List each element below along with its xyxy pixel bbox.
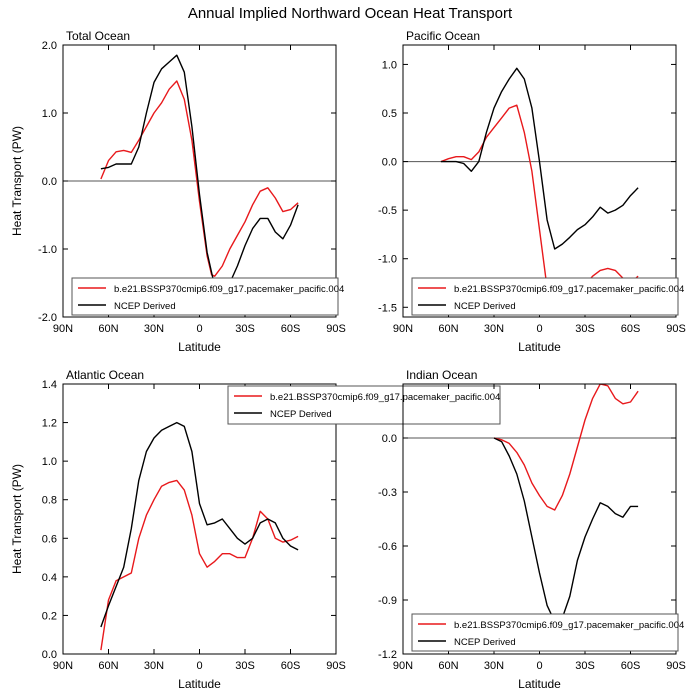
y-tick-label: -1.2 — [378, 649, 397, 661]
chart-panel-3: Atlantic Ocean 0.0 0.2 0.4 0.6 0.8 1.0 1.2 1.4 90… — [10, 368, 501, 691]
x-tick-label: 90N — [393, 323, 413, 335]
y-tick-label: 0.6 — [42, 533, 57, 545]
y-tick-label: -0.5 — [378, 205, 397, 217]
legend-box — [411, 613, 679, 652]
y-tick-label: 1.2 — [42, 418, 57, 430]
legend-entry: NCEP Derived — [454, 301, 516, 312]
y-tick-label: 0.4 — [42, 572, 57, 584]
chart-panel-4: Indian Ocean -1.2 -0.9 -0.6 -0.3 0.0 90N 60N 30N… — [378, 368, 686, 691]
plot-frame — [402, 44, 677, 318]
x-tick-label: 30N — [484, 323, 504, 335]
legend-entry: b.e21.BSSP370cmip6.f09_g17.pacemaker_pac… — [114, 284, 344, 295]
x-axis-label: Latitude — [518, 340, 561, 354]
chart-panel-2: Pacific Ocean -1.5 -1.0 -0.5 0.0 0.5 1.0 90N 60N… — [378, 29, 686, 354]
x-tick-label: 90S — [666, 323, 686, 335]
x-tick-label: 0 — [536, 660, 542, 672]
legend: b.e21.BSSP370cmip6.f09_g17.pacemaker_pac… — [71, 277, 344, 316]
y-tick-label: 2.0 — [42, 40, 57, 52]
y-tick-label: 0.5 — [382, 108, 397, 120]
x-tick-label: 0 — [196, 660, 202, 672]
legend-entry: NCEP Derived — [114, 301, 176, 312]
x-axis-label: Latitude — [178, 677, 221, 691]
x-tick-label: 90S — [326, 660, 346, 672]
y-tick-label: -1.0 — [378, 254, 397, 266]
legend-entry: b.e21.BSSP370cmip6.f09_g17.pacemaker_pac… — [454, 620, 684, 631]
legend-entry: NCEP Derived — [270, 409, 332, 420]
x-tick-label: 60S — [621, 660, 641, 672]
y-tick-label: 1.0 — [42, 456, 57, 468]
x-tick-label: 30N — [144, 660, 164, 672]
legend-box — [227, 385, 501, 425]
x-tick-label: 90N — [393, 660, 413, 672]
y-tick-label: -0.3 — [378, 487, 397, 499]
x-tick-label: 60N — [98, 323, 118, 335]
x-tick-label: 30N — [484, 660, 504, 672]
model-series-line — [493, 384, 639, 511]
y-tick-label: -0.9 — [378, 595, 397, 607]
y-tick-label: 1.4 — [42, 379, 57, 391]
legend-entry: b.e21.BSSP370cmip6.f09_g17.pacemaker_pac… — [270, 392, 500, 403]
legend: b.e21.BSSP370cmip6.f09_g17.pacemaker_pac… — [411, 613, 684, 652]
y-tick-label: -0.6 — [378, 541, 397, 553]
legend-box — [411, 277, 679, 316]
x-tick-label: 90S — [326, 323, 346, 335]
y-tick-label: 0.0 — [42, 649, 57, 661]
x-tick-label: 60S — [621, 323, 641, 335]
panel-title: Atlantic Ocean — [66, 368, 144, 382]
y-tick-label: 1.0 — [382, 59, 397, 71]
model-series-line — [100, 80, 299, 277]
x-axis-label: Latitude — [518, 677, 561, 691]
legend-entry: b.e21.BSSP370cmip6.f09_g17.pacemaker_pac… — [454, 284, 684, 295]
y-tick-label: 0.8 — [42, 495, 57, 507]
x-tick-label: 30S — [575, 323, 595, 335]
x-tick-label: 90N — [53, 660, 73, 672]
y-tick-label: 0.0 — [382, 157, 397, 169]
x-tick-label: 30S — [235, 660, 255, 672]
x-tick-label: 0 — [536, 323, 542, 335]
legend-box — [71, 277, 339, 316]
x-tick-label: 60S — [281, 660, 301, 672]
y-axis-label: Heat Transport (PW) — [10, 464, 24, 574]
ncep-series-line — [440, 67, 639, 250]
legend: b.e21.BSSP370cmip6.f09_g17.pacemaker_pac… — [227, 385, 501, 425]
y-tick-label: -1.0 — [38, 244, 57, 256]
x-tick-label: 60S — [281, 323, 301, 335]
y-tick-label: 0.2 — [42, 610, 57, 622]
panel-title: Indian Ocean — [406, 368, 477, 382]
y-tick-label: 1.0 — [42, 108, 57, 120]
y-axis-label: Heat Transport (PW) — [10, 126, 24, 236]
panel-title: Total Ocean — [66, 29, 130, 43]
x-tick-label: 90S — [666, 660, 686, 672]
model-series-line — [100, 479, 299, 651]
y-tick-label: 0.0 — [42, 176, 57, 188]
x-tick-label: 60N — [438, 660, 458, 672]
y-tick-label: 0.0 — [382, 433, 397, 445]
ncep-series-line — [100, 54, 299, 294]
legend: b.e21.BSSP370cmip6.f09_g17.pacemaker_pac… — [411, 277, 684, 316]
x-tick-label: 30S — [235, 323, 255, 335]
x-tick-label: 60N — [98, 660, 118, 672]
x-tick-label: 90N — [53, 323, 73, 335]
x-tick-label: 30S — [575, 660, 595, 672]
y-tick-label: -1.5 — [378, 302, 397, 314]
figure-title: Annual Implied Northward Ocean Heat Tran… — [187, 5, 513, 22]
ncep-series-line — [493, 437, 639, 623]
legend-entry: NCEP Derived — [454, 637, 516, 648]
model-series-line — [440, 104, 639, 306]
panel-title: Pacific Ocean — [406, 29, 480, 43]
x-axis-label: Latitude — [178, 340, 221, 354]
chart-panel-1: Total Ocean -2.0 -1.0 0.0 1.0 2.0 90N 60N 30N 0 30… — [10, 29, 346, 354]
x-tick-label: 60N — [438, 323, 458, 335]
y-tick-label: -2.0 — [38, 312, 57, 324]
x-tick-label: 30N — [144, 323, 164, 335]
ncep-series-line — [100, 421, 299, 628]
x-tick-label: 0 — [196, 323, 202, 335]
